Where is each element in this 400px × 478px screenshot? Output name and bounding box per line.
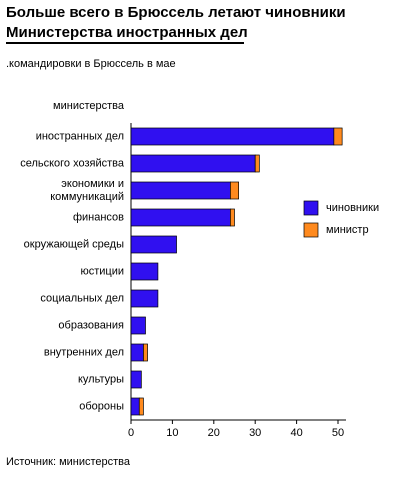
source: Источник: министерства bbox=[6, 456, 131, 468]
legend-label: чиновники bbox=[326, 202, 379, 214]
chart-title: Больше всего в Брюссель летают чиновники bbox=[6, 4, 346, 21]
bar-segment bbox=[138, 397, 144, 416]
bar-segment bbox=[130, 208, 231, 227]
subtitle: .командировки в Брюссель в мае bbox=[6, 58, 176, 70]
x-tick-label: 50 bbox=[332, 427, 344, 439]
bar-segment bbox=[333, 127, 343, 146]
bar-segment bbox=[130, 262, 159, 281]
chart-title: Министерства иностранных дел bbox=[6, 24, 248, 41]
y-axis-label: министерства bbox=[53, 100, 125, 112]
bar-segment bbox=[230, 181, 239, 200]
y-tick-label: юстиции bbox=[80, 265, 124, 277]
y-tick-label: образования bbox=[58, 319, 124, 331]
legend-label: министр bbox=[326, 224, 369, 236]
y-tick-label: обороны bbox=[79, 400, 124, 412]
x-tick-label: 0 bbox=[128, 427, 134, 439]
bar-segment bbox=[143, 343, 148, 362]
bar-segment bbox=[130, 181, 231, 200]
legend-swatch bbox=[303, 222, 319, 238]
y-tick-label: окружающей среды bbox=[24, 238, 124, 250]
y-tick-label: социальных дел bbox=[40, 292, 124, 304]
bar-segment bbox=[130, 343, 144, 362]
y-tick-label: иностранных дел bbox=[36, 130, 124, 142]
bar-segment bbox=[130, 154, 256, 173]
bar-segment bbox=[130, 289, 159, 308]
y-tick-label: культуры bbox=[78, 373, 124, 385]
bar-segment bbox=[130, 127, 335, 146]
bar-segment bbox=[130, 316, 146, 335]
legend-swatch bbox=[303, 200, 319, 216]
bar-segment bbox=[130, 235, 177, 254]
bar-segment bbox=[130, 397, 140, 416]
bar-segment bbox=[230, 208, 235, 227]
y-tick-label: сельского хозяйства bbox=[20, 157, 125, 169]
bar-segment bbox=[254, 154, 260, 173]
x-tick-label: 20 bbox=[208, 427, 220, 439]
y-tick-label: экономики и коммуникаций bbox=[50, 178, 124, 203]
bar-segment bbox=[130, 370, 142, 389]
y-tick-label: финансов bbox=[73, 211, 124, 223]
x-tick-label: 30 bbox=[249, 427, 261, 439]
x-tick-label: 10 bbox=[166, 427, 178, 439]
x-tick-label: 40 bbox=[290, 427, 302, 439]
y-tick-label: внутренних дел bbox=[44, 346, 124, 358]
